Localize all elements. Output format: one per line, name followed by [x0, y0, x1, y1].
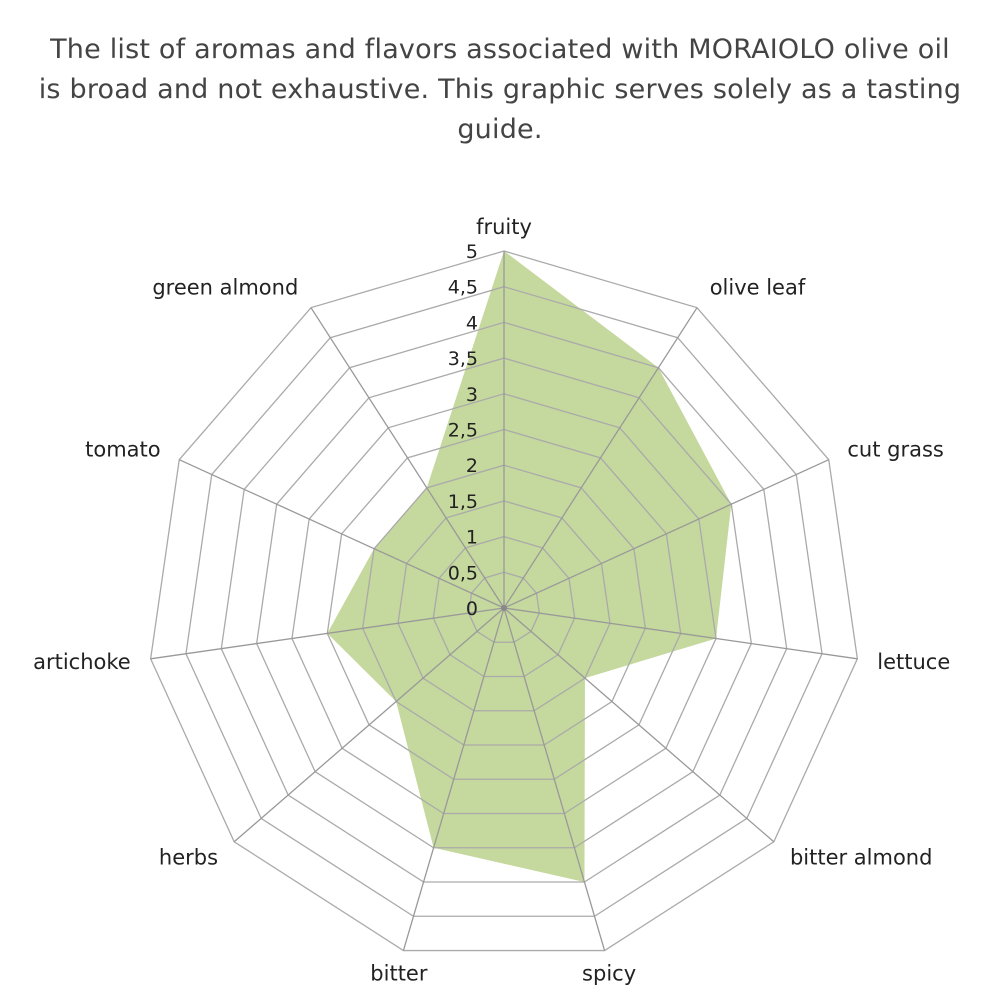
axis-spoke	[402, 607, 505, 951]
tick-label: 1,5	[448, 491, 478, 513]
tick-label: 0,5	[448, 562, 478, 584]
grid-ring	[432, 535, 576, 678]
category-label: bitter	[370, 962, 428, 986]
grid-ring	[361, 464, 647, 746]
axis-spoke	[503, 607, 606, 951]
title-line-1: The list of aromas and flavors associate…	[50, 34, 950, 65]
category-label: green almond	[152, 275, 298, 299]
center-point	[501, 605, 507, 611]
tick-label: 3,5	[448, 348, 478, 370]
category-label: herbs	[159, 846, 218, 870]
grid-ring	[467, 571, 541, 643]
category-label: olive leaf	[710, 275, 806, 299]
axis-spoke	[178, 459, 505, 609]
axis-spoke	[503, 459, 830, 609]
tick-label: 1	[466, 527, 478, 549]
grid-ring	[149, 250, 859, 952]
category-label: bitter almond	[790, 846, 933, 870]
category-label: spicy	[582, 962, 636, 986]
tick-label: 0	[466, 598, 478, 620]
grid-ring	[220, 321, 788, 883]
tick-label: 2	[466, 455, 478, 477]
axis-spoke	[503, 307, 698, 609]
tick-label: 4,5	[448, 277, 478, 299]
axis-spoke	[503, 607, 775, 843]
tick-label: 2,5	[448, 420, 478, 442]
tick-label: 5	[466, 241, 478, 263]
axis-spoke	[310, 307, 505, 609]
category-label: lettuce	[877, 650, 950, 674]
category-label: artichoke	[33, 650, 131, 674]
category-label: tomato	[85, 438, 161, 462]
tick-label: 4	[466, 312, 478, 334]
data-area	[327, 251, 732, 883]
grid-ring	[326, 428, 682, 780]
axis-spoke	[233, 607, 505, 843]
axis-spoke	[503, 607, 858, 660]
tick-label: 3	[466, 384, 478, 406]
chart-title: The list of aromas and flavors associate…	[0, 30, 1000, 150]
grid-ring	[185, 286, 823, 917]
category-label: cut grass	[847, 438, 943, 462]
grid-ring	[397, 500, 611, 712]
grid-ring	[291, 393, 717, 815]
title-line-2: is broad and not exhaustive. This graphi…	[38, 74, 962, 145]
grid-ring	[255, 357, 753, 849]
category-label: fruity	[476, 215, 532, 239]
